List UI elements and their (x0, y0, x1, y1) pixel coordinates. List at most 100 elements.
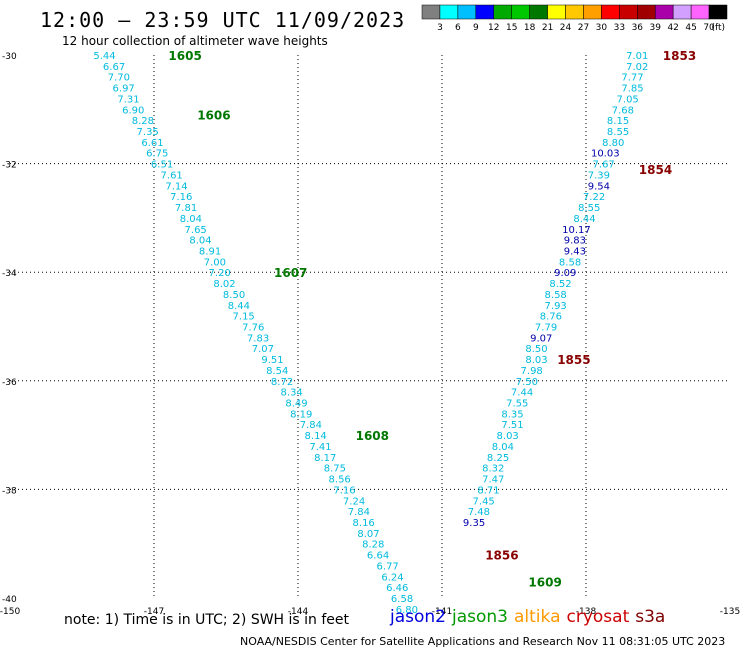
wave-height-label: 6.90 (122, 105, 144, 116)
wave-height-label: 8.25 (487, 453, 509, 464)
wave-height-label: 7.61 (161, 170, 183, 181)
wave-height-label: 8.07 (357, 529, 379, 540)
wave-height-label: 7.16 (333, 485, 355, 496)
colorbar-label: 9 (473, 23, 479, 33)
wave-height-label: 8.14 (305, 431, 327, 442)
wave-height-label: 7.81 (175, 203, 197, 214)
wave-height-label: 6.64 (367, 551, 389, 562)
colorbar-cell (457, 4, 477, 20)
colorbar-cell (421, 4, 441, 20)
colorbar-label: 33 (614, 23, 625, 33)
colorbar-label: 42 (667, 23, 678, 33)
wave-height-label: 8.75 (324, 464, 346, 475)
y-tick-label: -32 (2, 161, 17, 171)
satellite-altika: altika (514, 607, 561, 627)
footer-note: note: 1) Time is in UTC; 2) SWH is in fe… (64, 612, 350, 628)
wave-height-label: 7.47 (482, 475, 504, 486)
wave-height-label: 6.77 (377, 561, 399, 572)
wave-height-label: 6.58 (391, 594, 413, 605)
wave-height-label: 7.41 (309, 442, 331, 453)
colorbar-label: 3 (437, 23, 443, 33)
time-label: 1605 (168, 49, 201, 63)
y-tick-label: -40 (2, 595, 17, 605)
chart-title: 12:00 – 23:59 UTC 11/09/2023 (40, 8, 406, 32)
x-tick-label: -141 (432, 607, 452, 617)
wave-height-label: 6.80 (396, 605, 418, 616)
y-tick-label: -38 (2, 486, 17, 496)
wave-height-label: 7.51 (501, 420, 523, 431)
wave-height-label: 6.51 (151, 160, 173, 171)
wave-height-label: 8.35 (501, 409, 523, 420)
wave-height-label: 7.35 (137, 127, 159, 138)
satellite-jason2: jason2 (390, 607, 446, 627)
wave-height-label: 8.34 (281, 388, 303, 399)
wave-height-label: 9.54 (588, 181, 610, 192)
wave-height-label: 7.93 (545, 301, 567, 312)
colorbar-label: 21 (542, 23, 553, 33)
wave-height-label: 8.55 (578, 203, 600, 214)
wave-height-label: 6.61 (141, 138, 163, 149)
colorbar-unit: (ft) (711, 23, 725, 33)
colorbar-cell (672, 4, 692, 20)
time-label: 1854 (639, 163, 672, 177)
wave-height-label: 8.71 (477, 485, 499, 496)
wave-height-label: 7.85 (621, 84, 643, 95)
satellite-legend: jason2 jason3 altika cryosat s3a (390, 607, 671, 627)
wave-height-label: 8.15 (607, 116, 629, 127)
wave-height-label: 6.75 (146, 149, 168, 160)
wave-height-label: 7.68 (612, 105, 634, 116)
time-label: 1853 (663, 49, 696, 63)
x-tick-label: -144 (288, 607, 309, 617)
wave-height-label: 7.01 (626, 51, 648, 62)
wave-height-label: 8.91 (199, 246, 221, 257)
wave-height-label: 6.46 (386, 583, 408, 594)
colorbar-label: 6 (455, 23, 461, 33)
chart-subtitle: 12 hour collection of altimeter wave hei… (62, 34, 328, 48)
wave-height-label: 10.17 (562, 225, 591, 236)
wave-height-label: 8.54 (266, 366, 288, 377)
wave-height-label: 7.76 (242, 323, 264, 334)
colorbar-cell (654, 4, 674, 20)
wave-height-label: 8.49 (285, 399, 307, 410)
footer-credit: NOAA/NESDIS Center for Satellite Applica… (240, 635, 726, 648)
time-label: 1856 (485, 549, 518, 563)
wave-height-label: 8.04 (189, 236, 211, 247)
wave-height-label: 7.65 (185, 225, 207, 236)
wave-height-label: 7.14 (165, 181, 187, 192)
wave-height-label: 7.84 (348, 507, 370, 518)
wave-height-label: 8.76 (540, 312, 562, 323)
satellite-jason3: jason3 (452, 607, 508, 627)
x-tick-label: -150 (0, 607, 20, 617)
wave-height-label: 6.97 (113, 84, 135, 95)
colorbar-cell (565, 4, 584, 20)
wave-height-label: 7.00 (204, 257, 226, 268)
wave-height-label: 8.17 (314, 453, 336, 464)
wave-height-label: 7.83 (247, 333, 269, 344)
wave-height-label: 8.52 (549, 279, 571, 290)
wave-height-label: 8.02 (213, 279, 235, 290)
colorbar-cell (547, 4, 566, 20)
colorbar-cell (529, 4, 548, 20)
colorbar-label: 18 (524, 23, 536, 33)
wave-height-label: 9.51 (261, 355, 283, 366)
wave-height-label: 8.04 (180, 214, 202, 225)
wave-height-label: 8.32 (482, 464, 504, 475)
wave-height-label: 9.83 (564, 236, 586, 247)
colorbar-cell (511, 4, 530, 20)
wave-height-label: 8.44 (573, 214, 595, 225)
time-label: 1607 (274, 266, 307, 280)
wave-height-label: 6.24 (381, 572, 403, 583)
x-tick-label: -138 (576, 607, 597, 617)
colorbar-cell (475, 4, 495, 20)
colorbar-label: 24 (560, 23, 572, 33)
y-tick-label: -34 (2, 269, 17, 279)
wave-height-label: 7.48 (468, 507, 490, 518)
x-tick-label: -135 (720, 607, 740, 617)
colorbar-label: 12 (488, 23, 499, 33)
colorbar-cell (493, 4, 512, 20)
wave-height-label: 7.79 (535, 323, 557, 334)
wave-height-label: 7.02 (626, 62, 648, 73)
wave-height-label: 7.98 (521, 366, 543, 377)
wave-height-label: 7.45 (473, 496, 495, 507)
